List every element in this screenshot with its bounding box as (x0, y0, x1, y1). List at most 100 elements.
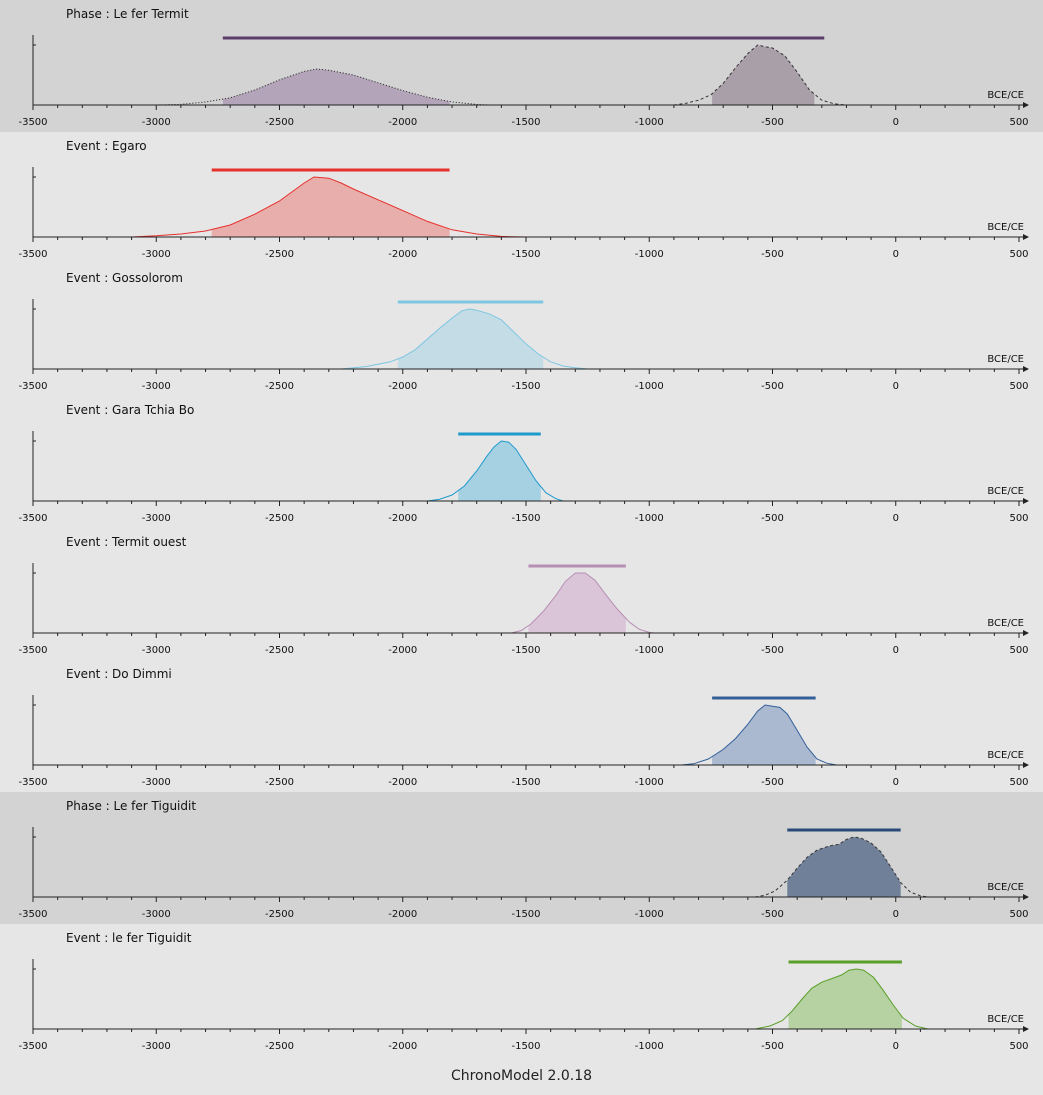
x-tick-label: -500 (761, 513, 784, 524)
chart-svg: -3500 -3000 -2500 -2000 -1500 -1000 -500 0 500 BC… (18, 563, 1029, 656)
chart-panel-event-egaro: -3500 -3000 -2500 -2000 -1500 -1000 -500 0 500 BC… (0, 132, 1043, 264)
x-tick-label: -3500 (18, 1041, 47, 1052)
chart-svg: -3500 -3000 -2500 -2000 -1500 -1000 -500 0 500 BC… (18, 959, 1029, 1052)
x-axis-unit-label: BCE/CE (987, 1014, 1024, 1025)
x-tick-label: -2500 (265, 249, 294, 260)
x-tick-label: -500 (761, 117, 784, 128)
density-area-gossolorom (397, 309, 544, 369)
density-area-le-fer-tiguidit (788, 969, 902, 1029)
x-tick-label: 0 (893, 645, 899, 656)
x-tick-label: -500 (761, 249, 784, 260)
panel-title: Event : Do Dimmi (66, 667, 172, 681)
x-tick-label: 500 (1009, 909, 1028, 920)
panel-title: Event : Gossolorom (66, 271, 183, 285)
density-curve-egaro (131, 176, 527, 238)
chart-svg: -3500 -3000 -2500 -2000 -1500 -1000 -500 0 500 BC… (18, 431, 1029, 524)
density-curve-le-fer-tiguidit (755, 836, 928, 898)
chart-panel-phase-le-fer-tiguidit: -3500 -3000 -2500 -2000 -1500 -1000 -500 0 500 BC… (0, 792, 1043, 924)
panel-title: Event : Egaro (66, 139, 147, 153)
x-tick-label: 0 (893, 117, 899, 128)
x-tick-label: 0 (893, 249, 899, 260)
x-tick-label: 500 (1009, 1041, 1028, 1052)
x-tick-label: -3000 (142, 777, 171, 788)
x-tick-label: 500 (1009, 777, 1028, 788)
density-curve-le-fer-tiguidit (755, 968, 928, 1030)
density-curve-gara-tchia-bo (427, 440, 564, 502)
density-area-le-fer-tiguidit (787, 837, 901, 897)
x-axis-arrow-icon (1023, 630, 1029, 636)
x-tick-label: 500 (1009, 381, 1028, 392)
x-tick-label: -3000 (142, 645, 171, 656)
x-tick-label: -1000 (635, 249, 664, 260)
x-tick-label: 0 (893, 909, 899, 920)
x-tick-label: 0 (893, 1041, 899, 1052)
x-tick-label: -2000 (388, 1041, 417, 1052)
x-tick-label: -1500 (511, 777, 540, 788)
x-tick-label: 0 (893, 381, 899, 392)
x-tick-label: -1500 (511, 117, 540, 128)
x-tick-label: -2500 (265, 1041, 294, 1052)
x-tick-label: -1500 (511, 645, 540, 656)
chart-panel-event-gossolorom: -3500 -3000 -2500 -2000 -1500 -1000 -500 0 500 BC… (0, 264, 1043, 396)
x-tick-label: 0 (893, 777, 899, 788)
density-curve-end (673, 44, 847, 106)
panel-title: Phase : Le fer Termit (66, 7, 189, 21)
x-tick-label: -1500 (511, 909, 540, 920)
x-tick-label: -3500 (18, 513, 47, 524)
panel-title: Phase : Le fer Tiguidit (66, 799, 197, 813)
density-area-gara-tchia-bo (458, 441, 541, 501)
x-tick-label: -3000 (142, 381, 171, 392)
density-area-egaro (211, 177, 450, 237)
x-tick-label: -3000 (142, 513, 171, 524)
x-tick-label: -2000 (388, 117, 417, 128)
density-curve-begin (156, 68, 490, 106)
density-area-end (712, 45, 815, 105)
x-tick-label: -2500 (265, 117, 294, 128)
x-tick-label: -3500 (18, 777, 47, 788)
x-tick-label: -2500 (265, 513, 294, 524)
x-axis-arrow-icon (1023, 498, 1029, 504)
chart-panel-event-gara-tchia-bo: -3500 -3000 -2500 -2000 -1500 -1000 -500 0 500 BC… (0, 396, 1043, 528)
chart-svg: -3500 -3000 -2500 -2000 -1500 -1000 -500 0 500 BC… (18, 299, 1029, 392)
x-tick-label: -1000 (635, 777, 664, 788)
x-tick-label: -500 (761, 645, 784, 656)
x-tick-label: -2000 (388, 249, 417, 260)
x-tick-label: -500 (761, 381, 784, 392)
app-version-footer: ChronoModel 2.0.18 (450, 1067, 593, 1084)
chart-stack: -3500 -3000 -2500 -2000 -1500 -1000 -500 0 500 BC… (0, 0, 1043, 1056)
panel-title: Event : Gara Tchia Bo (66, 403, 195, 417)
x-axis-arrow-icon (1023, 234, 1029, 240)
x-tick-label: -3000 (142, 117, 171, 128)
panel-title: Event : Termit ouest (66, 535, 187, 549)
x-tick-label: -500 (761, 1041, 784, 1052)
chart-svg: -3500 -3000 -2500 -2000 -1500 -1000 -500 0 500 BC… (18, 695, 1029, 788)
chart-panel-event-le-fer-tiguidit: -3500 -3000 -2500 -2000 -1500 -1000 -500 0 500 BC… (0, 924, 1043, 1056)
x-tick-label: -1500 (511, 249, 540, 260)
density-curve-do-dimmi (681, 704, 837, 766)
x-tick-label: 0 (893, 513, 899, 524)
density-area-do-dimmi (712, 705, 816, 765)
x-tick-label: -3500 (18, 909, 47, 920)
x-tick-label: -2000 (388, 645, 417, 656)
chart-svg: -3500 -3000 -2500 -2000 -1500 -1000 -500 0 500 BC… (18, 827, 1029, 920)
x-axis-arrow-icon (1023, 102, 1029, 108)
x-tick-label: -500 (761, 909, 784, 920)
x-tick-label: -1000 (635, 513, 664, 524)
x-tick-label: -3000 (142, 249, 171, 260)
x-tick-label: -2000 (388, 909, 417, 920)
x-tick-label: -2000 (388, 381, 417, 392)
x-tick-label: -3000 (142, 1041, 171, 1052)
x-tick-label: 500 (1009, 249, 1028, 260)
x-tick-label: -2500 (265, 777, 294, 788)
density-area-begin (222, 69, 450, 105)
x-tick-label: -3500 (18, 645, 47, 656)
x-tick-label: -1000 (635, 117, 664, 128)
x-axis-arrow-icon (1023, 762, 1029, 768)
x-tick-label: 500 (1009, 117, 1028, 128)
x-axis-unit-label: BCE/CE (987, 486, 1024, 497)
chart-panel-event-termit-ouest: -3500 -3000 -2500 -2000 -1500 -1000 -500 0 500 BC… (0, 528, 1043, 660)
x-axis-unit-label: BCE/CE (987, 882, 1024, 893)
x-tick-label: -1500 (511, 513, 540, 524)
panel-title: Event : le fer Tiguidit (66, 931, 192, 945)
x-axis-unit-label: BCE/CE (987, 222, 1024, 233)
